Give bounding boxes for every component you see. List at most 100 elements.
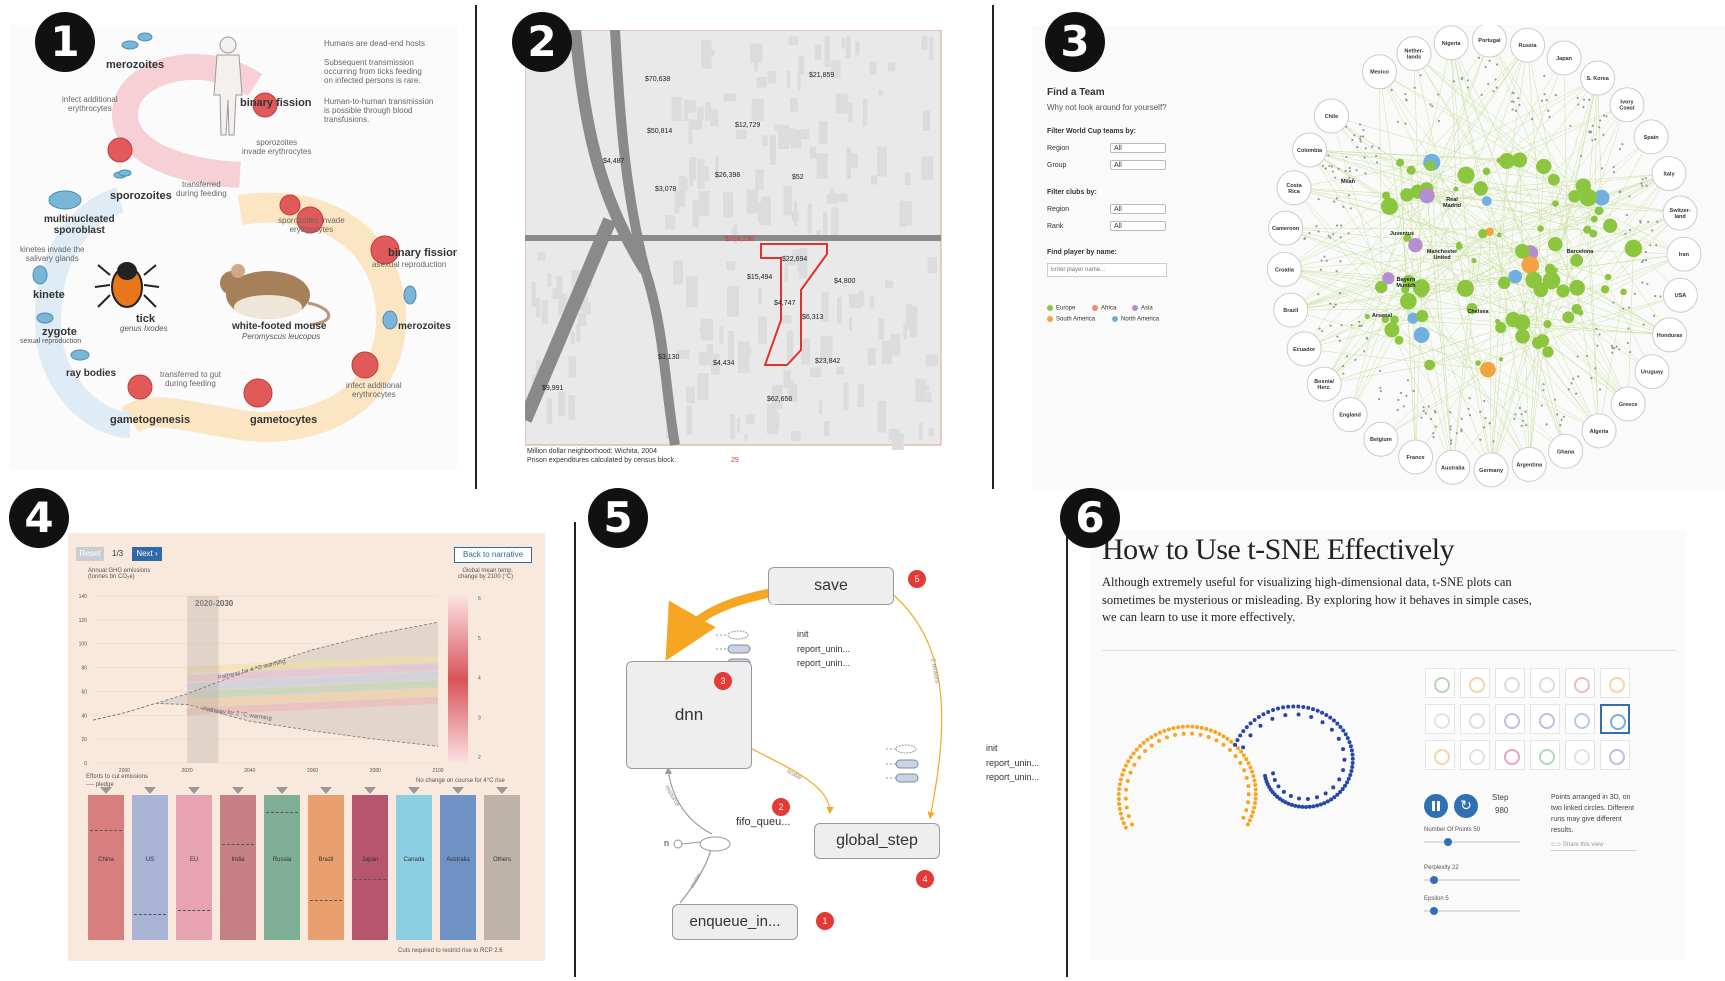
example-thumbnail[interactable] — [1495, 668, 1525, 698]
country-node — [1609, 87, 1645, 123]
node-dnn[interactable]: dnn — [626, 661, 752, 769]
chevron-down-icon[interactable] — [188, 787, 200, 794]
club-node — [1579, 188, 1598, 207]
pledge-marker — [178, 909, 210, 911]
club-rank-label: Rank — [1047, 223, 1064, 230]
example-thumbnail[interactable] — [1565, 704, 1595, 734]
club-node — [1521, 256, 1540, 274]
chevron-down-icon[interactable] — [452, 787, 464, 794]
country-label: Russia — [1519, 43, 1538, 49]
points-slider[interactable] — [1424, 838, 1520, 846]
club-node — [1593, 189, 1610, 206]
blue-point — [1270, 716, 1275, 721]
example-thumbnail[interactable] — [1460, 704, 1490, 734]
epsilon-slider[interactable] — [1424, 907, 1520, 915]
country-bar[interactable]: Brazil — [308, 787, 344, 940]
example-thumbnail[interactable] — [1495, 740, 1525, 770]
chevron-down-icon[interactable] — [144, 787, 156, 794]
points-slider-thumb[interactable] — [1444, 838, 1452, 846]
country-node — [1633, 119, 1669, 155]
blue-point — [1338, 789, 1343, 794]
blue-point — [1315, 708, 1320, 713]
label-gametocytes: gametocytes — [250, 414, 318, 426]
step-value: 980 — [1495, 806, 1509, 815]
club-node — [1603, 218, 1618, 233]
chevron-down-icon[interactable] — [408, 787, 420, 794]
temperature-tick: 5 — [478, 636, 481, 642]
example-thumbnail[interactable] — [1600, 668, 1630, 698]
example-thumbnail[interactable] — [1460, 740, 1490, 770]
country-bar-label: Canada — [403, 857, 425, 863]
blue-point — [1311, 707, 1316, 712]
example-thumbnail[interactable] — [1460, 668, 1490, 698]
example-thumbnail[interactable] — [1600, 740, 1630, 770]
blue-point — [1276, 784, 1281, 789]
orange-point — [1120, 772, 1125, 777]
country-bar[interactable]: Others — [484, 787, 520, 940]
country-bar[interactable]: Canada — [396, 787, 432, 940]
country-node — [1286, 331, 1322, 367]
country-bar[interactable]: EU — [176, 787, 212, 940]
example-thumbnail[interactable] — [1495, 704, 1525, 734]
label-zygote: zygote — [42, 326, 77, 338]
country-bar[interactable]: US — [132, 787, 168, 940]
wc-group-select[interactable]: All — [1110, 160, 1166, 170]
blue-point — [1328, 715, 1333, 720]
example-thumbnail[interactable] — [1530, 668, 1560, 698]
example-thumbnail[interactable] — [1565, 668, 1595, 698]
club-region-select[interactable]: All — [1110, 204, 1166, 214]
country-label: England — [1339, 413, 1361, 419]
perplexity-slider[interactable] — [1424, 876, 1520, 884]
chevron-down-icon[interactable] — [364, 787, 376, 794]
back-to-narrative-button[interactable]: Back to narrative — [454, 547, 532, 563]
example-thumbnail[interactable] — [1425, 668, 1455, 698]
country-label: Nigeria — [1442, 41, 1462, 47]
share-link[interactable]: ⊂⊃ Share this view — [1551, 841, 1636, 851]
next-button[interactable]: Next › — [132, 547, 162, 561]
chevron-down-icon[interactable] — [320, 787, 332, 794]
map-value-label: $4,800 — [834, 278, 856, 285]
country-label: Brazil — [1283, 308, 1298, 314]
player-search-input[interactable] — [1047, 263, 1167, 277]
node-save[interactable]: save — [768, 567, 894, 605]
country-bar[interactable]: Australia — [440, 787, 476, 940]
blue-point — [1271, 771, 1276, 776]
chevron-down-icon[interactable] — [276, 787, 288, 794]
play-pause-button[interactable] — [1424, 794, 1448, 818]
chevron-down-icon[interactable] — [232, 787, 244, 794]
node-fifo-label[interactable]: fifo_queu... — [736, 816, 791, 828]
chevron-down-icon[interactable] — [496, 787, 508, 794]
country-label: Argentina — [1516, 462, 1543, 468]
node-global-step[interactable]: global_step — [814, 823, 940, 859]
country-bar[interactable]: India — [220, 787, 256, 940]
orange-point — [1121, 821, 1126, 826]
orange-point — [1162, 728, 1167, 733]
restart-button[interactable]: ↻ — [1454, 794, 1478, 818]
perplexity-slider-thumb[interactable] — [1429, 876, 1438, 884]
country-bar[interactable]: China — [88, 787, 124, 940]
blue-point — [1346, 776, 1351, 781]
club-node — [1480, 361, 1496, 378]
example-thumbnail[interactable] — [1425, 740, 1455, 770]
blue-point — [1341, 728, 1346, 733]
x-tick-label: 2000 — [119, 768, 130, 773]
example-thumbnail[interactable] — [1530, 704, 1560, 734]
link-icon: ⊂⊃ — [1551, 842, 1563, 848]
wc-region-select[interactable]: All — [1110, 143, 1166, 153]
chevron-down-icon[interactable] — [100, 787, 112, 794]
example-thumbnail[interactable] — [1530, 740, 1560, 770]
example-thumbnail[interactable] — [1425, 704, 1455, 734]
legend-label: South America — [1056, 316, 1096, 323]
country-bar[interactable]: Japan — [352, 787, 388, 940]
club-node — [1496, 157, 1502, 163]
orange-point — [1198, 732, 1203, 737]
reset-button[interactable]: Reset — [76, 547, 104, 561]
map-value-label: $4,747 — [774, 300, 796, 307]
epsilon-slider-thumb[interactable] — [1429, 907, 1438, 915]
example-thumbnail[interactable] — [1565, 740, 1595, 770]
node-enqueue[interactable]: enqueue_in... — [672, 904, 798, 940]
example-thumbnail[interactable] — [1600, 704, 1630, 734]
club-rank-select[interactable]: All — [1110, 221, 1166, 231]
country-bar[interactable]: Russia — [264, 787, 300, 940]
divider-1-2 — [475, 5, 477, 489]
